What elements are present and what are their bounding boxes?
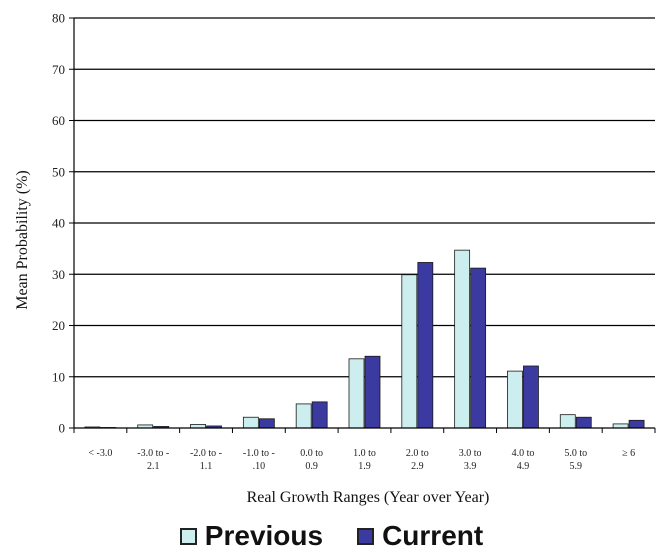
bar-current-4 <box>311 401 328 429</box>
legend: Previous Current <box>0 518 663 554</box>
bars <box>84 249 645 429</box>
x-tick-label: -2.0 to - 1.1 <box>190 448 222 472</box>
bar-current-6 <box>417 262 434 429</box>
x-tick-label-line: 4.9 <box>517 461 530 472</box>
y-tick-label: 70 <box>52 62 65 77</box>
x-tick-label-line: 1.9 <box>358 461 371 472</box>
y-tick-label: 50 <box>52 164 65 179</box>
x-tick-label-line: -1.0 to - <box>243 448 275 459</box>
x-tick-label-line: 2.9 <box>411 461 424 472</box>
bar-current-10 <box>628 419 645 429</box>
x-tick-label: 0.0 to 0.9 <box>300 448 323 472</box>
x-tick-label: 4.0 to 4.9 <box>512 448 535 472</box>
x-tick-label: -1.0 to - .10 <box>243 448 275 472</box>
x-tick-label-line: 0.0 to <box>300 448 323 459</box>
x-tick-label-line: -3.0 to - <box>137 448 169 459</box>
axes <box>73 18 656 433</box>
x-tick-label: 5.0 to 5.9 <box>564 448 587 472</box>
y-tick-label: 0 <box>59 421 66 436</box>
bar-previous-8 <box>507 370 523 429</box>
x-tick-label-line: ≥ 6 <box>622 448 635 459</box>
x-tick-labels: < -3.0 -3.0 to - 2.1 -2.0 to - 1.1 -1.0 to -.… <box>88 448 635 472</box>
x-tick-label-line: 5.9 <box>570 461 583 472</box>
bar-previous-6 <box>401 274 418 429</box>
bar-current-3 <box>258 418 275 429</box>
x-tick-label: 3.0 to 3.9 <box>459 448 482 472</box>
bar-previous-9 <box>559 414 576 429</box>
y-tick-labels: 0 10 20 30 40 50 60 70 80 <box>52 11 65 436</box>
legend-swatch-previous <box>179 527 197 545</box>
bar-previous-5 <box>348 358 365 429</box>
y-tick-label: 60 <box>52 113 65 128</box>
x-tick-label: 2.0 to 2.9 <box>406 448 429 472</box>
y-tick-label: 30 <box>52 267 65 282</box>
legend-swatch-current <box>357 527 375 545</box>
legend-item-previous: Previous <box>179 520 324 552</box>
y-axis-title: Mean Probability (%) <box>14 170 31 310</box>
bar-previous-7 <box>454 249 471 429</box>
x-axis-title: Real Growth Ranges (Year over Year) <box>247 489 490 506</box>
x-tick-label: < -3.0 <box>88 448 112 459</box>
bar-current-9 <box>575 416 592 429</box>
x-tick-label: -3.0 to - 2.1 <box>137 448 169 472</box>
bar-chart: 0 10 20 30 40 50 60 70 80 < -3.0 -3.0 to - 2.1 -2.0… <box>14 11 656 506</box>
y-tick-label: 40 <box>52 216 65 231</box>
y-tick-label: 80 <box>52 11 65 26</box>
x-tick-label-line: 2.0 to <box>406 448 429 459</box>
x-tick-label-line: < -3.0 <box>88 448 112 459</box>
x-tick-label: ≥ 6 <box>622 448 635 459</box>
legend-label-current: Current <box>382 520 484 551</box>
legend-label-previous: Previous <box>204 520 324 551</box>
x-tick-label-line: 2.1 <box>147 461 160 472</box>
x-tick-label-line: 1.0 to <box>353 448 376 459</box>
bar-previous-4 <box>295 403 312 429</box>
bar-current-7 <box>470 267 487 429</box>
x-tick-label-line: 5.0 to <box>564 448 587 459</box>
legend-item-current: Current <box>357 520 483 552</box>
bar-current-5 <box>364 355 381 429</box>
x-tick-label-line: 3.0 to <box>459 448 482 459</box>
bar-previous-10 <box>612 423 629 429</box>
x-tick-label-line: 0.9 <box>305 461 318 472</box>
bar-current-8 <box>523 365 539 429</box>
x-tick-label-line: 1.1 <box>200 461 213 472</box>
x-tick-label-line: 4.0 to <box>512 448 535 459</box>
x-tick-label-line: -2.0 to - <box>190 448 222 459</box>
y-tick-label: 20 <box>52 318 65 333</box>
gridlines <box>69 17 655 429</box>
bar-previous-3 <box>242 416 259 429</box>
y-tick-label: 10 <box>52 369 65 384</box>
x-tick-label: 1.0 to 1.9 <box>353 448 376 472</box>
x-tick-label-line: .10 <box>253 461 266 472</box>
x-tick-label-line: 3.9 <box>464 461 477 472</box>
